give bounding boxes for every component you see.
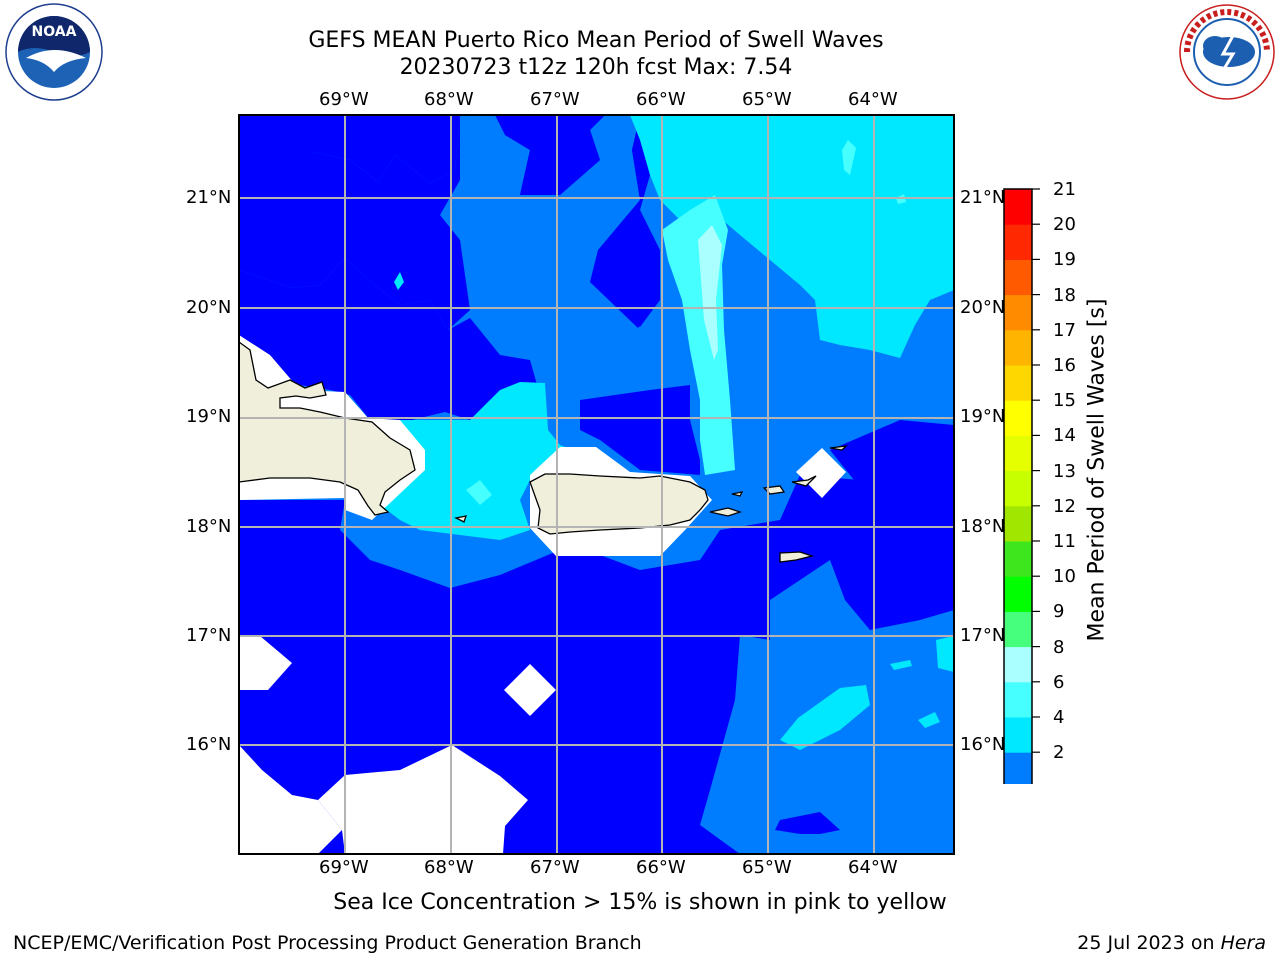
colorbar-tick-label: 16: [1053, 355, 1076, 376]
lat-label-right: 20°N: [960, 297, 1006, 318]
lat-label-left: 20°N: [186, 297, 232, 318]
hispaniola-land: [239, 341, 416, 516]
colorbar-segment: [1004, 259, 1032, 296]
lat-label-right: 18°N: [960, 516, 1006, 537]
map-gridlines: [239, 115, 954, 854]
colorbar-tick-label: 14: [1053, 425, 1076, 446]
colorbar-tick-label: 15: [1053, 390, 1076, 411]
colorbar-tick-label: 6: [1053, 672, 1065, 693]
colorbar-segment: [1004, 681, 1032, 718]
puerto-rico-land: [529, 473, 709, 535]
lat-label-left: 17°N: [186, 625, 232, 646]
swell-field-2-4s: [239, 115, 954, 854]
lon-label-bottom: 66°W: [636, 857, 686, 878]
lon-label-top: 66°W: [636, 89, 686, 110]
lat-label-right: 21°N: [960, 187, 1006, 208]
colorbar-segment: [1004, 365, 1032, 401]
lon-label-top: 67°W: [530, 89, 580, 110]
colorbar-segment: [1004, 576, 1032, 612]
anegada-land: [829, 445, 848, 451]
map-frame: [238, 114, 955, 855]
colorbar-tick-label: 21: [1053, 179, 1076, 200]
lat-label-left: 21°N: [186, 187, 232, 208]
lon-label-bottom: 64°W: [848, 857, 898, 878]
lon-label-top: 69°W: [319, 89, 369, 110]
colorbar-border: [1003, 188, 1033, 784]
chart-subtitle: 20230723 t12z 120h fcst Max: 7.54: [399, 55, 793, 80]
footer-machine: Hera: [1220, 932, 1266, 954]
colorbar-tick-label: 9: [1053, 601, 1065, 622]
colorbar-tick-label: 13: [1053, 461, 1076, 482]
footer-date-prefix: 25 Jul 2023 on: [1077, 932, 1221, 954]
chart-title: GEFS MEAN Puerto Rico Mean Period of Swe…: [308, 28, 884, 53]
colorbar-segment: [1004, 541, 1032, 577]
noaa-logo: NOAA: [5, 3, 103, 101]
lon-label-bottom: 69°W: [319, 857, 369, 878]
swell-field-8-9s: [698, 225, 722, 360]
virgin-gorda-land: [791, 475, 817, 487]
colorbar-segment: [1004, 752, 1032, 784]
vieques-land: [709, 507, 743, 517]
sea-ice-note: Sea Ice Concentration > 15% is shown in …: [333, 890, 947, 915]
colorbar-segment: [1004, 646, 1032, 683]
culebra-land: [731, 491, 744, 497]
colorbar-segment: [1004, 329, 1032, 366]
footer-branch: NCEP/EMC/Verification Post Processing Pr…: [13, 932, 642, 954]
colorbar-segment: [1004, 717, 1032, 753]
land-masses: [239, 341, 848, 563]
colorbar-segment: [1004, 294, 1032, 331]
colorbar-tick-label: 20: [1053, 214, 1076, 235]
lat-label-right: 17°N: [960, 625, 1006, 646]
lon-label-top: 68°W: [424, 89, 474, 110]
lat-label-right: 19°N: [960, 406, 1006, 427]
colorbar-tick-label: 10: [1053, 566, 1076, 587]
colorbar-segment: [1004, 400, 1032, 436]
st-croix-land: [779, 551, 815, 563]
colorbar-segment: [1004, 189, 1032, 225]
lat-label-left: 18°N: [186, 516, 232, 537]
lon-label-top: 65°W: [742, 89, 792, 110]
colorbar-tick-label: 2: [1053, 742, 1065, 763]
lon-label-top: 64°W: [848, 89, 898, 110]
colorbar-tick-label: 17: [1053, 320, 1076, 341]
colorbar-segment: [1004, 505, 1032, 542]
colorbar-tick-label: 11: [1053, 531, 1076, 552]
footer-date: 25 Jul 2023 on Hera: [1077, 932, 1266, 954]
colorbar-segment: [1004, 435, 1032, 472]
colorbar-tick-label: 19: [1053, 249, 1076, 270]
colorbar-segment: [1004, 224, 1032, 260]
colorbar-tick-label: 8: [1053, 637, 1065, 658]
colorbar-tick-label: 4: [1053, 707, 1065, 728]
mona-land: [454, 515, 467, 523]
noaa-logo-text: NOAA: [32, 24, 77, 40]
colorbar-tick-label: 12: [1053, 496, 1076, 517]
colorbar-segment: [1004, 611, 1032, 648]
colorbar-title-text: Mean Period of Swell Waves [s]: [1084, 298, 1110, 642]
colorbar-tick-label: 18: [1053, 285, 1076, 306]
lat-label-right: 16°N: [960, 734, 1006, 755]
colorbar: [1003, 188, 1040, 784]
colorbar-segment: [1004, 470, 1032, 507]
lon-label-bottom: 68°W: [424, 857, 474, 878]
nws-logo: [1179, 4, 1275, 100]
lon-label-bottom: 67°W: [530, 857, 580, 878]
lat-label-left: 16°N: [186, 734, 232, 755]
lon-label-bottom: 65°W: [742, 857, 792, 878]
lat-label-left: 19°N: [186, 406, 232, 427]
